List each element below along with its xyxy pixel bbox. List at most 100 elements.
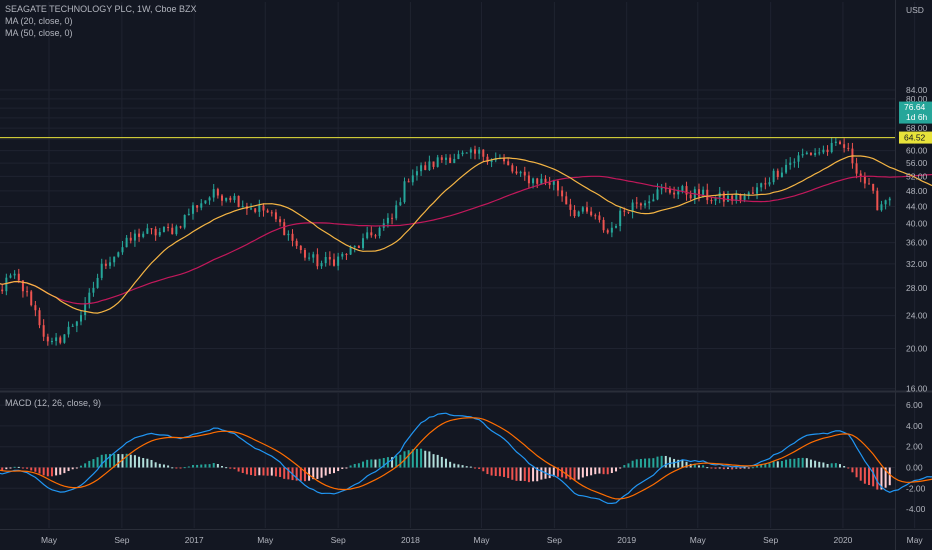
candle-body (556, 181, 559, 191)
candle-body (270, 212, 273, 214)
macd-histogram-bar (888, 467, 891, 486)
candle-body (328, 257, 331, 260)
macd-histogram-bar (602, 467, 605, 475)
candle-body (577, 211, 580, 217)
candle-body (594, 215, 597, 217)
macd-histogram-bar (200, 464, 203, 468)
macd-histogram-bar (295, 467, 298, 481)
candle-body (449, 157, 452, 164)
macd-histogram-bar (104, 454, 107, 468)
macd-histogram-bar (598, 467, 601, 474)
candle-body (183, 215, 186, 228)
candle-body (75, 321, 78, 326)
macd-tick-label: -4.00 (906, 504, 926, 514)
macd-histogram-bar (449, 461, 452, 468)
macd-histogram-bar (664, 455, 667, 468)
candle-body (706, 189, 709, 201)
candle-body (349, 247, 352, 255)
candle-body (838, 141, 841, 145)
macd-histogram-bar (739, 467, 742, 469)
macd-histogram-bar (204, 464, 207, 468)
candle-body (598, 215, 601, 220)
macd-histogram-bar (685, 461, 688, 468)
candle-body (266, 210, 269, 213)
macd-histogram-bar (274, 467, 277, 477)
macd-histogram-bar (872, 467, 875, 487)
candle-body (204, 200, 207, 204)
macd-histogram-bar (519, 467, 522, 481)
candle-body (702, 189, 705, 197)
candle-body (320, 263, 323, 267)
macd-histogram-bar (332, 467, 335, 474)
macd-histogram-bar (532, 467, 535, 482)
candle-body (50, 341, 53, 343)
macd-histogram-bar (830, 463, 833, 468)
macd-histogram-bar (349, 465, 352, 468)
macd-histogram-bar (714, 467, 717, 469)
candle-body (536, 178, 539, 184)
candle-body (677, 191, 680, 195)
candle-body (631, 202, 634, 213)
macd-histogram-bar (793, 458, 796, 468)
candle-body (722, 192, 725, 202)
countdown-label: 1d 6h (906, 112, 928, 122)
macd-histogram-bar (511, 467, 514, 480)
macd-histogram-bar (362, 461, 365, 468)
macd-histogram-bar (851, 467, 854, 473)
candle-body (760, 183, 763, 188)
price-tick-label: 80.00 (906, 94, 928, 104)
candle-body (13, 273, 16, 276)
ma50-legend: MA (50, close, 0) (5, 28, 73, 38)
candle-body (710, 200, 713, 202)
macd-histogram-bar (768, 463, 771, 468)
macd-histogram-bar (855, 467, 858, 478)
candle-body (486, 156, 489, 163)
macd-histogram-bar (79, 465, 82, 468)
price-tick-label: 32.00 (906, 259, 928, 269)
ma20-legend: MA (20, close, 0) (5, 16, 73, 26)
macd-histogram-bar (482, 467, 485, 472)
price-tick-label: 68.00 (906, 123, 928, 133)
candle-body (299, 245, 302, 251)
candle-body (565, 196, 568, 205)
candle-body (503, 158, 506, 162)
candle-body (158, 231, 161, 236)
macd-histogram-bar (50, 467, 53, 477)
macd-histogram-bar (706, 467, 709, 469)
macd-histogram-bar (411, 449, 414, 468)
candle-body (171, 227, 174, 235)
macd-histogram-bar (254, 467, 257, 476)
macd-histogram-bar (610, 467, 613, 474)
macd-histogram-bar (357, 463, 360, 468)
macd-histogram-bar (382, 458, 385, 468)
ma20-line (0, 155, 932, 314)
macd-histogram-bar (490, 467, 493, 476)
candle-body (793, 161, 796, 163)
candle-body (859, 173, 862, 177)
time-tick-label: Sep (547, 535, 562, 545)
macd-tick-label: 2.00 (906, 442, 923, 452)
macd-histogram-bar (838, 464, 841, 468)
candle-body (117, 252, 120, 257)
candle-body (21, 280, 24, 292)
candle-body (71, 325, 74, 327)
candle-body (469, 149, 472, 153)
macd-histogram-bar (523, 467, 526, 482)
candle-body (780, 172, 783, 177)
candle-body (129, 237, 132, 241)
candle-body (345, 253, 348, 255)
macd-histogram-bar (702, 465, 705, 468)
macd-histogram-bar (751, 467, 754, 469)
macd-histogram-bar (619, 467, 622, 469)
candle-body (391, 217, 394, 219)
candle-body (42, 325, 45, 337)
macd-tick-label: 0.00 (906, 463, 923, 473)
candle-body (399, 202, 402, 206)
candle-body (801, 154, 804, 156)
macd-histogram-bar (266, 467, 269, 476)
candle-body (868, 183, 871, 185)
macd-histogram-bar (552, 467, 555, 477)
candle-body (756, 187, 759, 194)
macd-histogram-bar (677, 459, 680, 468)
